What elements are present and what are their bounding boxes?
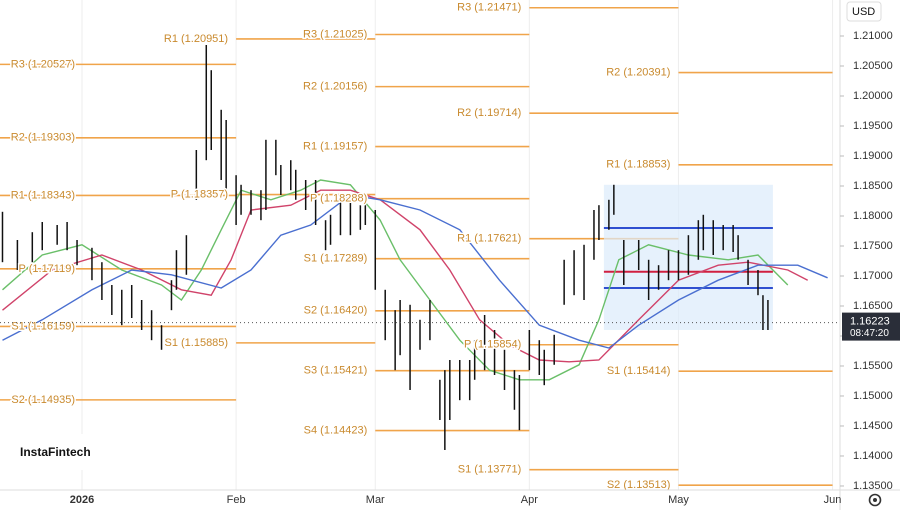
- pivot-label: P (1.15854): [464, 339, 521, 351]
- currency[interactable]: USD: [852, 6, 875, 18]
- last-price-box: [842, 312, 900, 341]
- pivot-label: R2 (1.19303): [11, 132, 75, 144]
- y-tick-label: 1.13500: [853, 480, 893, 492]
- pivot-label: R1 (1.18343): [11, 189, 75, 201]
- pivot-label: R1 (1.19157): [303, 140, 367, 152]
- ma-line: [2, 189, 809, 363]
- pivot-label: S1 (1.15885): [164, 337, 228, 349]
- settings-icon[interactable]: [868, 493, 882, 507]
- pivot-label: S3 (1.15421): [304, 365, 368, 377]
- pivot-label: R3 (1.20527): [11, 58, 75, 70]
- y-tick-label: 1.16500: [853, 300, 893, 312]
- pivot-label: S1 (1.17289): [304, 253, 368, 265]
- pivot-label: S2 (1.16420): [304, 305, 368, 317]
- x-tick-label: Jun: [824, 494, 842, 506]
- y-tick-label: 1.14000: [853, 450, 893, 462]
- y-tick-label: 1.17000: [853, 270, 893, 282]
- pivot-label: P (1.18288): [310, 193, 367, 205]
- pivot-label: S1 (1.13771): [458, 464, 522, 476]
- y-tick-label: 1.21000: [853, 30, 893, 42]
- y-tick-label: 1.20000: [853, 90, 893, 102]
- pivot-label: S4 (1.14423): [304, 425, 368, 437]
- pivot-label: R1 (1.17621): [457, 233, 521, 245]
- x-tick-label: Feb: [227, 494, 246, 506]
- y-tick-label: 1.15500: [853, 360, 893, 372]
- y-tick-label: 1.20500: [853, 60, 893, 72]
- settings-dot[interactable]: [873, 498, 877, 502]
- y-tick-label: 1.14500: [853, 420, 893, 432]
- settings-ring[interactable]: [868, 493, 882, 507]
- watermark-box: [14, 434, 90, 470]
- pivot-label: R1 (1.20951): [164, 33, 228, 45]
- x-tick-label: 2026: [70, 494, 94, 506]
- x-tick-label: Mar: [366, 494, 385, 506]
- y-tick-label: 1.15000: [853, 390, 893, 402]
- last-price: 1.16223: [850, 316, 890, 328]
- last-time: 08:47:20: [850, 328, 889, 339]
- y-tick-label: 1.18000: [853, 210, 893, 222]
- pivot-label: S2 (1.13513): [607, 479, 671, 491]
- watermark: InstaFintech: [20, 445, 91, 459]
- pivot-label: R3 (1.21471): [457, 2, 521, 14]
- bar-layer: [1, 44, 769, 450]
- pivot-label: P (1.17119): [19, 263, 75, 275]
- pivot-label: R2 (1.20156): [303, 81, 367, 93]
- pivot-label: S1 (1.16159): [11, 320, 75, 332]
- x-tick-label: Apr: [521, 494, 538, 506]
- pivot-label: S1 (1.15414): [607, 365, 671, 377]
- x-tick-label: May: [668, 494, 689, 506]
- ma-line: [2, 194, 828, 349]
- y-tick-label: 1.19000: [853, 150, 893, 162]
- axis-layer: 2026 Feb Mar Apr May Jun 1.21000 1.20500 1.20000…: [70, 30, 900, 506]
- pivot-label: S2 (1.14935): [11, 394, 75, 406]
- y-tick-label: 1.17500: [853, 240, 893, 252]
- y-tick-label: 1.18500: [853, 180, 893, 192]
- label-layer: R3 (1.20527) R2 (1.19303) R1 (1.18343) P (1…: [0, 0, 840, 493]
- pivot-label: R2 (1.20391): [606, 66, 670, 78]
- currency-box[interactable]: [846, 1, 882, 22]
- pivot-label: R1 (1.18853): [606, 159, 670, 171]
- pivot-label: R2 (1.19714): [457, 107, 521, 119]
- pivot-label: P (1.18357): [171, 188, 228, 200]
- pivot-label: R3 (1.21025): [303, 28, 367, 40]
- y-tick-label: 1.19500: [853, 120, 893, 132]
